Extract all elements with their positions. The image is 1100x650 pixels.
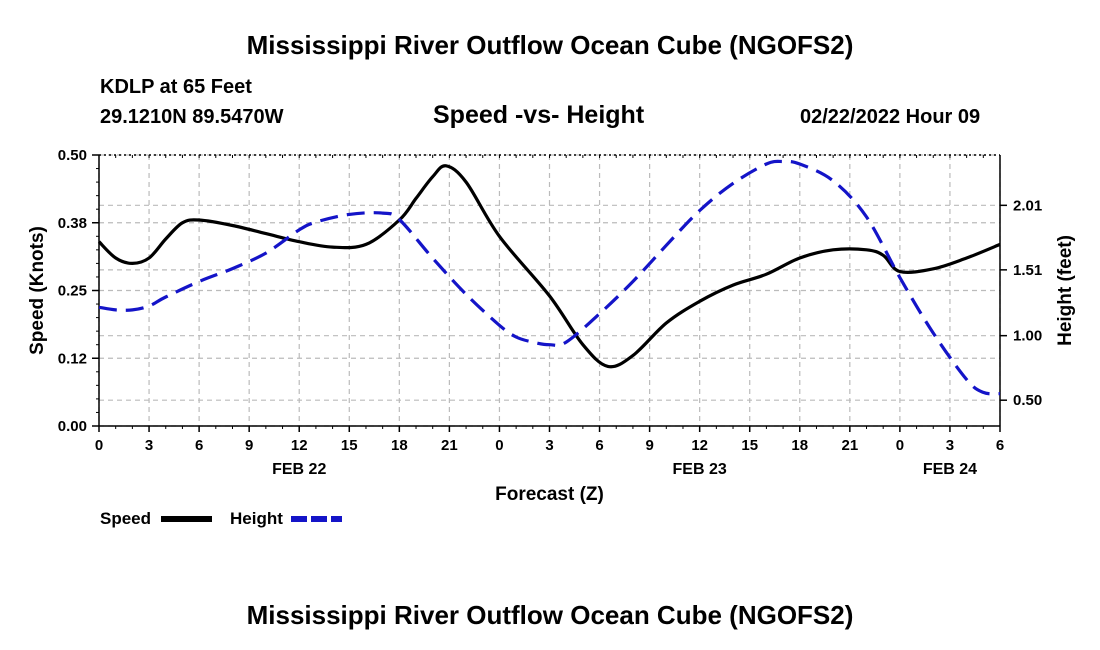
- x-tick-label: 0: [95, 437, 103, 454]
- x-tick-label: 0: [896, 437, 904, 454]
- x-tick-label: 18: [791, 437, 808, 454]
- chart-subtitle: Speed -vs- Height: [433, 101, 645, 129]
- y2-tick-label: 1.00: [1013, 328, 1042, 345]
- x-tick-label: 6: [595, 437, 603, 454]
- date-label: FEB 23: [673, 461, 727, 478]
- x-tick-label: 18: [391, 437, 408, 454]
- date-label: FEB 22: [272, 461, 326, 478]
- date-label: FEB 24: [923, 461, 977, 478]
- station-label: KDLP at 65 Feet: [100, 76, 252, 98]
- legend-height-swatch: [291, 516, 342, 522]
- legend-speed-label: Speed: [100, 509, 152, 528]
- y-tick-label: 0.38: [58, 215, 87, 232]
- y-tick-label: 0.50: [58, 147, 87, 164]
- x-tick-label: 3: [545, 437, 553, 454]
- y-tick-label: 0.25: [58, 283, 87, 300]
- y-axis-title: Speed (Knots): [27, 226, 48, 355]
- speed-height-chart: 0 3 6 9 12 15 18 21 0 3 6 9 12 15 18 21 0 3 6 FEB 22 FEB 23 F…: [27, 147, 1076, 505]
- legend-speed-swatch: [161, 516, 212, 522]
- x-tick-label: 0: [495, 437, 503, 454]
- x-axis-title: Forecast (Z): [495, 484, 604, 505]
- y2-tick-label: 2.01: [1013, 197, 1042, 214]
- x-tick-label: 9: [245, 437, 253, 454]
- forecast-datetime: 02/22/2022 Hour 09: [800, 106, 981, 128]
- station-coordinates: 29.1210N 89.5470W: [100, 106, 284, 128]
- page-title-bottom: Mississippi River Outflow Ocean Cube (NG…: [246, 600, 854, 630]
- y2-tick-label: 1.51: [1013, 262, 1042, 279]
- x-tick-label: 6: [195, 437, 203, 454]
- x-tick-label: 12: [291, 437, 308, 454]
- x-tick-label: 6: [996, 437, 1004, 454]
- x-tick-label: 21: [841, 437, 858, 454]
- legend-height-label: Height: [230, 509, 283, 528]
- y-tick-label: 0.12: [58, 350, 87, 367]
- page-title-top: Mississippi River Outflow Ocean Cube (NG…: [246, 30, 854, 60]
- x-tick-label: 21: [441, 437, 458, 454]
- x-tick-label: 15: [341, 437, 358, 454]
- x-tick-label: 9: [645, 437, 653, 454]
- y2-axis-title: Height (feet): [1055, 235, 1076, 346]
- x-tick-label: 3: [946, 437, 954, 454]
- y-tick-label: 0.00: [58, 418, 87, 435]
- y2-tick-label: 0.50: [1013, 392, 1042, 409]
- x-tick-label: 12: [691, 437, 708, 454]
- series-line-speed: [97, 164, 1001, 369]
- x-tick-label: 3: [145, 437, 153, 454]
- x-tick-label: 15: [741, 437, 758, 454]
- series-line-height: [98, 159, 1001, 396]
